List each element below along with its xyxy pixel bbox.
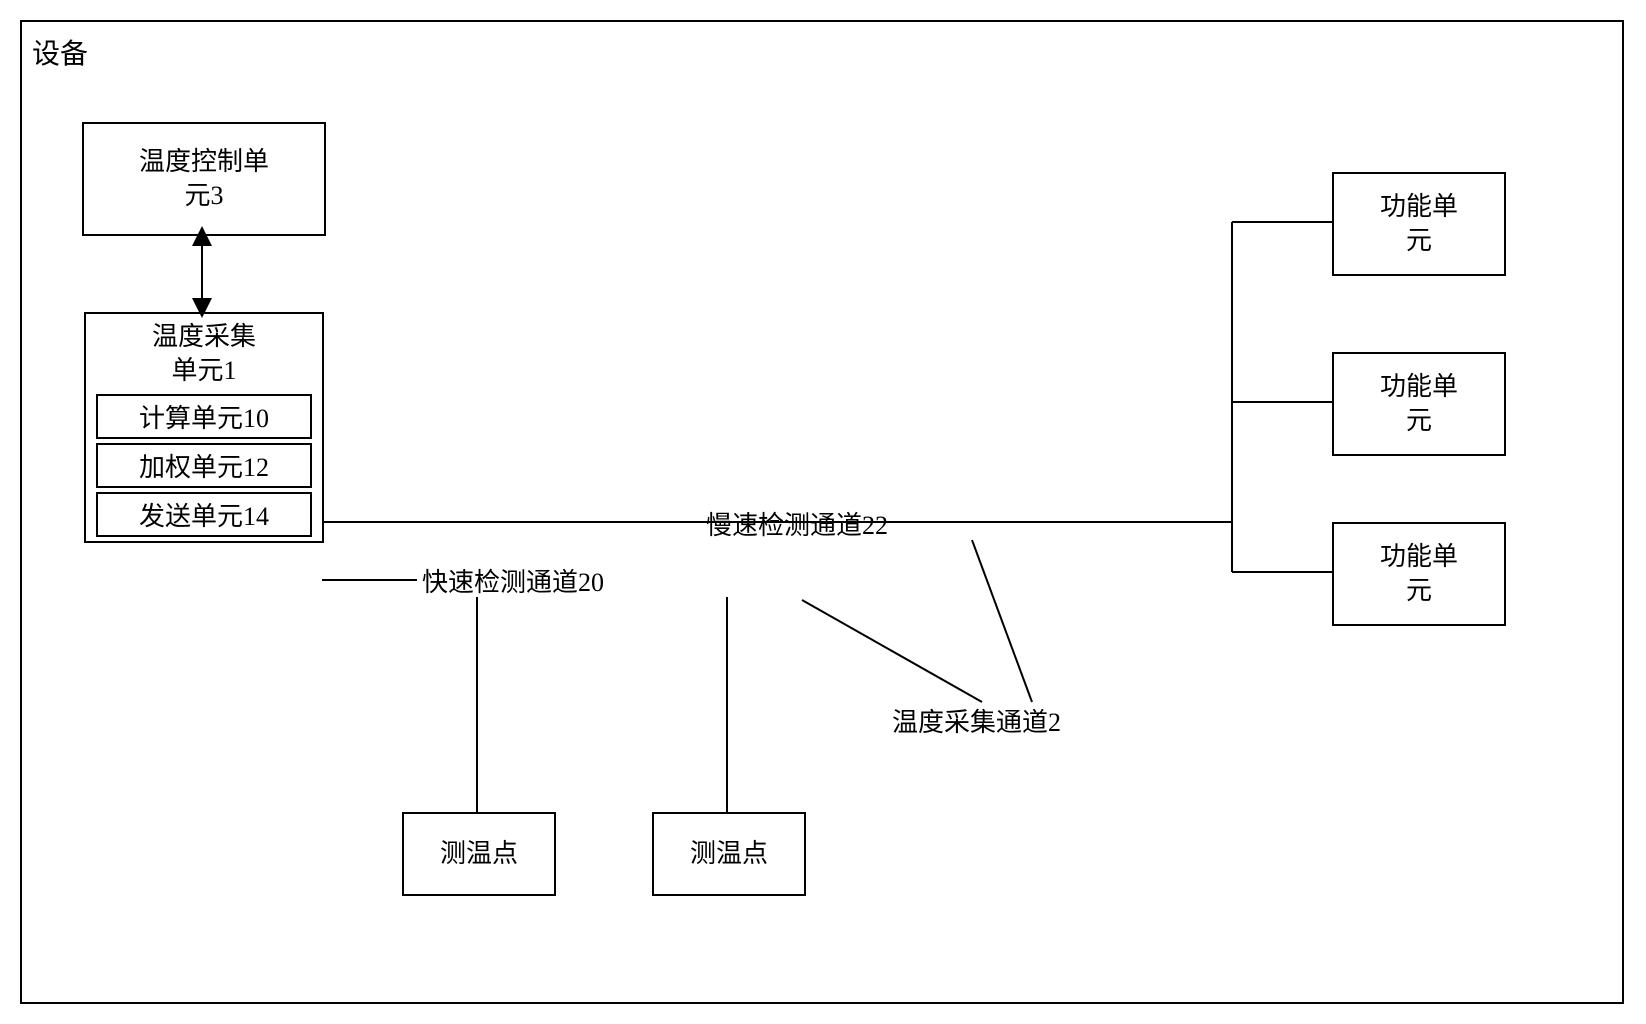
collection-channel-label: 温度采集通道2	[892, 702, 1061, 739]
device-container: 设备 温度控制单 元3 温度采集 单元1 计算单元10 加权单元12 发送单元1…	[20, 20, 1624, 1004]
function-unit-box-2: 功能单 元	[1332, 352, 1506, 456]
weight-unit-box: 加权单元12	[96, 443, 312, 488]
temp-point-label: 测温点	[440, 837, 518, 871]
temp-point-box-1: 测温点	[402, 812, 556, 896]
function-unit-box-3: 功能单 元	[1332, 522, 1506, 626]
function-unit-label: 功能单 元	[1380, 370, 1458, 438]
line-ptr-slow	[972, 540, 1032, 702]
function-unit-label: 功能单 元	[1380, 190, 1458, 258]
calc-unit-box: 计算单元10	[96, 394, 312, 439]
temp-point-label: 测温点	[690, 837, 768, 871]
temp-control-unit-label: 温度控制单 元3	[139, 145, 269, 213]
device-title: 设备	[32, 32, 88, 72]
fast-channel-label: 快速检测通道20	[422, 562, 604, 599]
temp-control-unit-box: 温度控制单 元3	[82, 122, 326, 236]
slow-channel-label: 慢速检测通道22	[702, 505, 892, 542]
send-unit-box: 发送单元14	[96, 492, 312, 537]
line-ptr-fast	[802, 600, 982, 702]
temp-collection-unit-title: 温度采集 单元1	[86, 320, 322, 388]
function-unit-label: 功能单 元	[1380, 540, 1458, 608]
temp-collection-unit-box: 温度采集 单元1 计算单元10 加权单元12 发送单元14	[84, 312, 324, 543]
temp-point-box-2: 测温点	[652, 812, 806, 896]
function-unit-box-1: 功能单 元	[1332, 172, 1506, 276]
